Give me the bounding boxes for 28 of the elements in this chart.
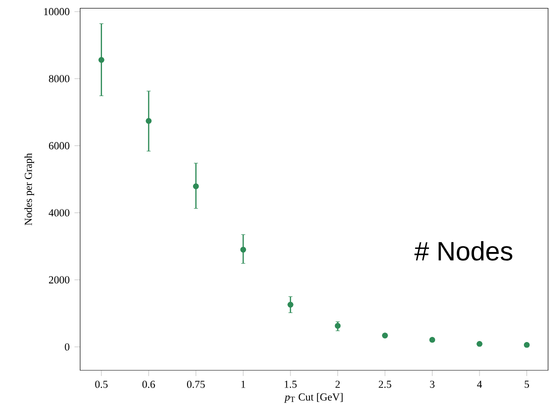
point (288, 302, 294, 308)
x-tick-label: 0.6 (142, 380, 155, 388)
x-tick-label: 2.5 (378, 380, 392, 388)
x-tick-label: 2 (336, 380, 340, 388)
y-tick-label: 0 (64, 343, 70, 350)
x-tick-label: 1 (241, 380, 246, 388)
y-tick-label: 8000 (48, 75, 70, 82)
y-tick-label: 10000 (44, 8, 70, 16)
x-tick-label: 5 (524, 380, 530, 388)
y-tick-label: 4000 (48, 209, 70, 216)
x-tick-label: 3 (430, 380, 434, 388)
point (193, 183, 199, 190)
x-tick-label: 0.5 (95, 380, 108, 388)
point (476, 340, 482, 347)
y-tick-label: 2000 (48, 276, 70, 284)
y-tick-label: 6000 (48, 142, 70, 150)
x-tick-label: 1.5 (284, 380, 297, 388)
point (524, 342, 530, 348)
point (240, 246, 246, 253)
annotation: # Nodes (414, 241, 512, 261)
point (98, 56, 104, 63)
x-tick-label: 0.75 (187, 380, 205, 388)
point (334, 322, 341, 329)
x-tick-label: 4 (477, 380, 482, 388)
point (429, 336, 436, 343)
y-axis-title: Nodes per Graph (24, 153, 34, 226)
x-axis-title: p$_{T}$ Cut [GeV] (284, 393, 343, 403)
point (146, 118, 152, 124)
